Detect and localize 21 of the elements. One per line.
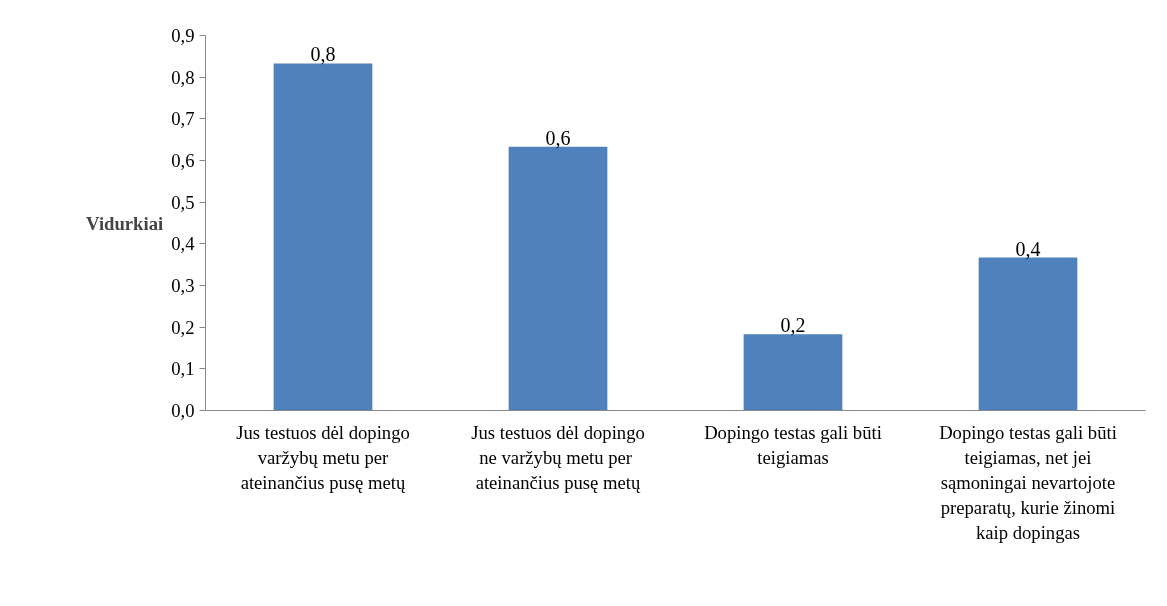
y-tick-label: 0,4 — [171, 233, 196, 255]
x-tick-label: Dopingo testas gali būti teigiamas, net jei sąmoningai nevartojote preparatų, kurie žinomi kaip dopingas — [939, 421, 1117, 544]
y-tick-label: 0,1 — [171, 358, 195, 380]
y-axis-title: Vidurkiai — [86, 212, 164, 234]
y-tick-label: 0,6 — [171, 150, 195, 171]
data-label: 0,4 — [1015, 237, 1041, 260]
bar — [273, 63, 373, 411]
y-tick-label: 0,7 — [171, 108, 195, 130]
bar — [743, 334, 843, 411]
data-label: 0,2 — [780, 314, 806, 337]
y-tick-label: 0,9 — [171, 25, 195, 46]
x-tick-label: Jus testuos dėl dopingo varžybų metu per ateinančius pusę metų — [236, 421, 410, 493]
x-tick-label: Dopingo testas gali būti teigiamas — [704, 421, 882, 468]
y-tick-label: 0,2 — [171, 316, 195, 338]
y-tick-label: 0,3 — [171, 275, 195, 296]
y-tick-label: 0,5 — [171, 191, 195, 213]
data-label: 0,8 — [310, 43, 336, 66]
y-tick-label: 0,0 — [171, 400, 195, 421]
y-tick-label: 0,8 — [171, 66, 195, 88]
data-label: 0,6 — [545, 126, 571, 149]
x-tick-label: Jus testuos dėl dopingo ne varžybų metu per ateinančius pusę metų — [471, 421, 645, 493]
